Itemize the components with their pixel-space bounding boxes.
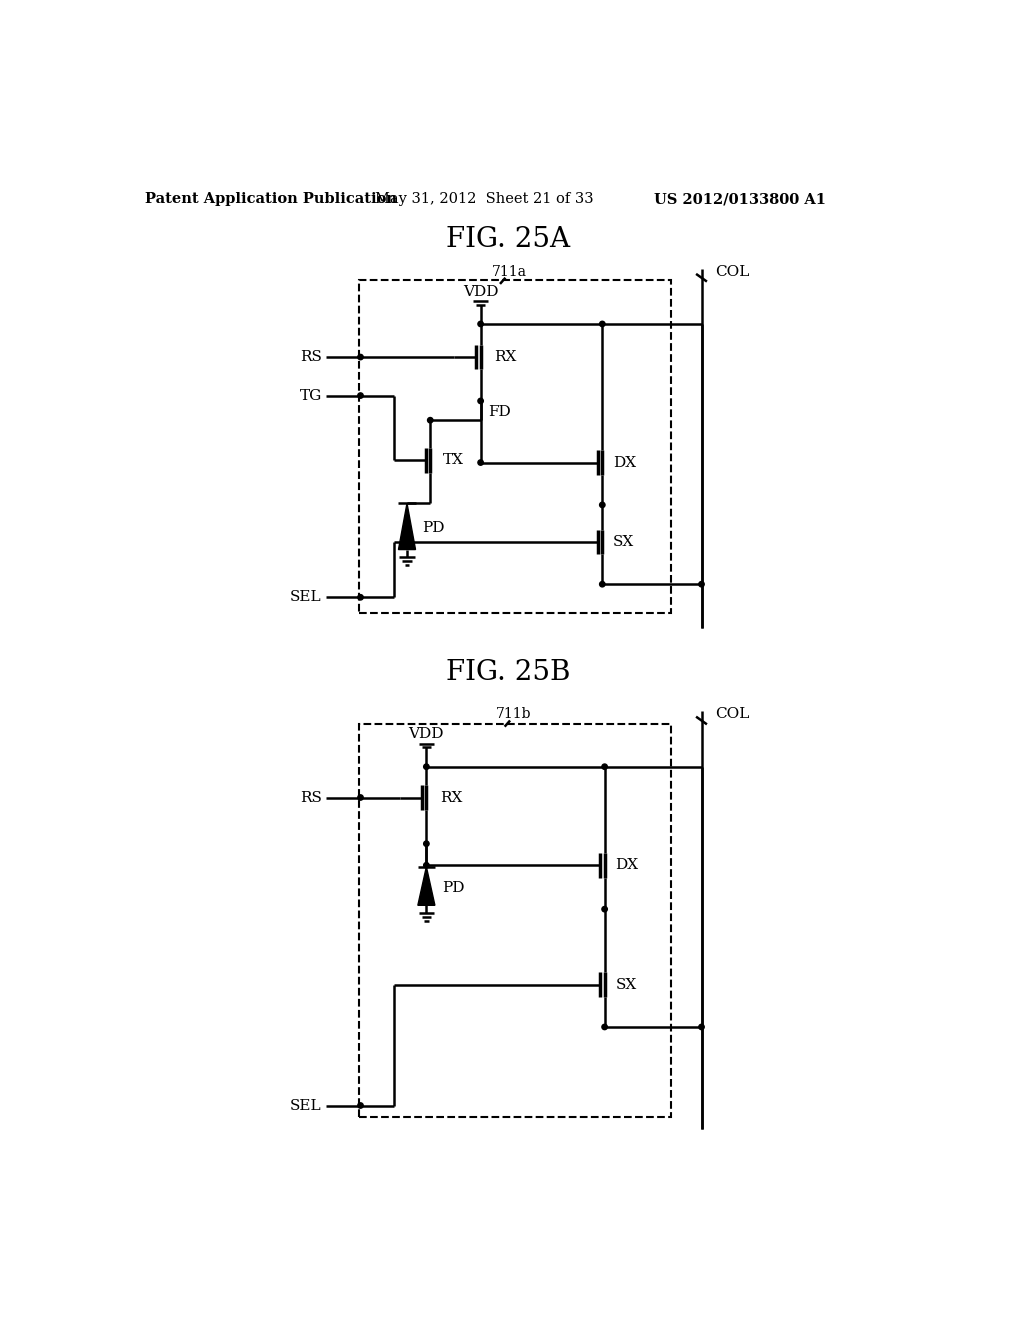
Text: May 31, 2012  Sheet 21 of 33: May 31, 2012 Sheet 21 of 33 [375,193,594,206]
Text: SX: SX [613,535,635,549]
Circle shape [424,764,429,770]
Text: SEL: SEL [290,1098,322,1113]
Circle shape [602,1024,607,1030]
Text: DX: DX [613,455,636,470]
Text: DX: DX [615,858,639,873]
Circle shape [478,459,483,465]
Text: FD: FD [488,405,511,418]
Circle shape [698,1024,705,1030]
Circle shape [357,795,364,800]
Text: PD: PD [423,521,445,536]
Polygon shape [418,867,435,906]
Text: RS: RS [300,350,322,364]
Text: SEL: SEL [290,590,322,605]
Circle shape [478,321,483,326]
Circle shape [424,862,429,869]
Circle shape [428,417,433,422]
Polygon shape [398,503,416,549]
Circle shape [478,399,483,404]
Circle shape [357,594,364,601]
Circle shape [600,582,605,587]
Circle shape [600,321,605,326]
Text: SX: SX [615,978,637,991]
Text: COL: COL [716,708,750,721]
Text: FIG. 25B: FIG. 25B [445,659,570,686]
Text: US 2012/0133800 A1: US 2012/0133800 A1 [654,193,826,206]
Circle shape [424,841,429,846]
Circle shape [600,502,605,508]
Text: 711a: 711a [492,265,526,280]
Text: VDD: VDD [463,285,499,298]
Text: Patent Application Publication: Patent Application Publication [145,193,397,206]
Bar [359,280,671,612]
Text: RX: RX [440,791,463,804]
Circle shape [698,582,705,587]
Text: COL: COL [716,265,750,280]
Text: TG: TG [299,388,322,403]
Circle shape [357,354,364,360]
Circle shape [602,907,607,912]
Text: RS: RS [300,791,322,804]
Circle shape [357,393,364,399]
Bar [359,725,671,1117]
Text: VDD: VDD [409,727,444,742]
Circle shape [357,1102,364,1109]
Text: FIG. 25A: FIG. 25A [445,226,569,252]
Text: PD: PD [442,880,464,895]
Circle shape [602,764,607,770]
Text: RX: RX [495,350,517,364]
Text: 711b: 711b [497,708,531,721]
Text: TX: TX [442,453,464,467]
